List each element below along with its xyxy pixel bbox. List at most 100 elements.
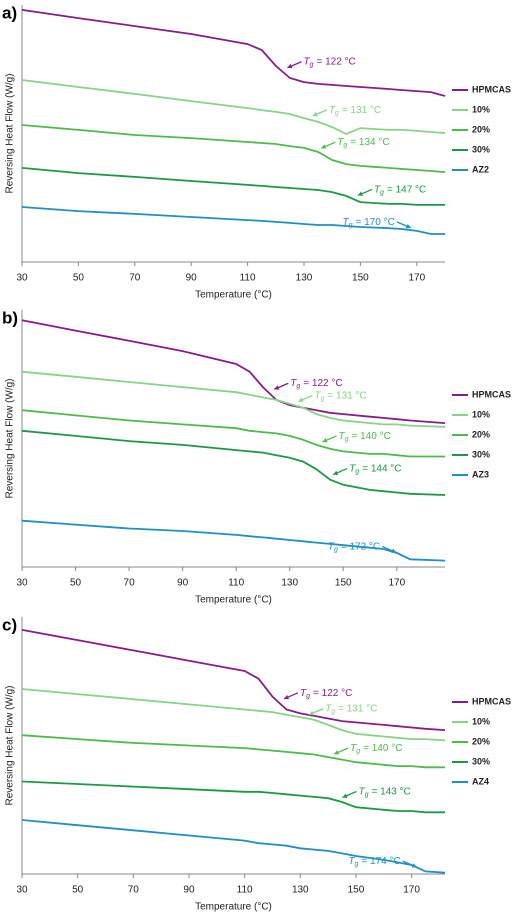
legend-label: AZ4 xyxy=(472,776,489,786)
y-axis-title: Reversing Heat Flow (W/g) xyxy=(5,378,16,498)
tg-subscript: g xyxy=(334,546,338,553)
tg-annotation: Tg = 143 °C xyxy=(358,786,410,798)
x-tick-label: 30 xyxy=(16,578,28,589)
x-tick-label: 70 xyxy=(128,885,140,896)
series-line xyxy=(21,819,446,874)
tg-subscript: g xyxy=(335,110,339,117)
tg-arrowhead xyxy=(334,750,340,755)
legend-label: HPMCAS xyxy=(472,84,511,94)
x-tick-label: 30 xyxy=(16,885,28,896)
tg-symbol: T xyxy=(325,703,332,714)
panel: a) Reversing Heat Flow (W/g) 30 50 70 90 110 13… xyxy=(2,3,511,300)
tg-arrowhead xyxy=(391,548,397,553)
series-line xyxy=(21,780,445,814)
panel: b) Reversing Heat Flow (W/g) 30 50 70 90 110 13… xyxy=(2,308,511,605)
tg-annotation: Tg = 122 °C xyxy=(303,56,355,68)
tg-subscript: g xyxy=(331,709,335,716)
tg-annotation: Tg = 147 °C xyxy=(374,184,426,196)
series-line xyxy=(21,734,445,769)
legend-label: 30% xyxy=(472,449,490,459)
panel-label: c) xyxy=(2,615,17,634)
x-axis-title: Temperature (°C) xyxy=(195,290,272,301)
x-tick-label: 70 xyxy=(124,578,136,589)
tg-subscript: g xyxy=(306,693,310,700)
tg-subscript: g xyxy=(356,748,360,755)
legend-label: 30% xyxy=(472,144,490,154)
legend-label: 30% xyxy=(472,756,490,766)
series-line xyxy=(21,319,446,424)
x-tick-label: 50 xyxy=(70,578,82,589)
x-tick-label: 30 xyxy=(16,273,28,284)
tg-arrowhead xyxy=(411,863,417,868)
tg-annotation: Tg = 140 °C xyxy=(350,743,402,755)
series-line xyxy=(21,167,445,206)
x-tick-label: 90 xyxy=(186,273,198,284)
x-tick-label: 170 xyxy=(388,578,405,589)
tg-value: = 140 °C xyxy=(363,743,402,754)
series-line xyxy=(21,409,445,458)
tg-subscript: g xyxy=(380,189,384,196)
tg-value: = 122 °C xyxy=(313,687,352,698)
tg-annotation: Tg = 131 °C xyxy=(329,104,381,116)
x-tick-label: 150 xyxy=(352,273,369,284)
panel: c) Reversing Heat Flow (W/g) 30 50 70 90 110 13… xyxy=(2,615,511,912)
tg-value: = 143 °C xyxy=(371,786,410,797)
tg-subscript: g xyxy=(296,383,300,390)
tg-annotation: Tg = 122 °C xyxy=(290,378,342,390)
y-axis-title: Reversing Heat Flow (W/g) xyxy=(5,685,16,805)
tg-annotation: Tg = 172 °C xyxy=(328,541,380,553)
panel-label: a) xyxy=(2,3,17,22)
tg-value: = 144 °C xyxy=(362,463,401,474)
x-tick-label: 70 xyxy=(129,273,141,284)
tg-annotation: Tg = 122 °C xyxy=(300,687,352,699)
tg-value: = 147 °C xyxy=(387,184,426,195)
tg-annotation: Tg = 140 °C xyxy=(338,431,390,443)
tg-symbol: T xyxy=(303,56,310,67)
legend-label: 20% xyxy=(472,736,490,746)
series-line xyxy=(21,429,446,496)
tg-annotation: Tg = 131 °C xyxy=(314,390,366,402)
series-line xyxy=(21,9,446,97)
tg-annotation: Tg = 134 °C xyxy=(337,137,389,149)
tg-annotation: Tg = 174 °C xyxy=(348,856,400,868)
x-tick-label: 150 xyxy=(335,578,352,589)
tg-symbol: T xyxy=(350,743,357,754)
x-tick-label: 130 xyxy=(296,273,313,284)
x-tick-label: 90 xyxy=(183,885,195,896)
x-tick-label: 110 xyxy=(228,578,244,589)
tg-arrowhead xyxy=(357,191,363,196)
panel-label: b) xyxy=(2,308,18,327)
tg-subscript: g xyxy=(345,436,349,443)
series-line xyxy=(21,519,446,562)
tg-value: = 131 °C xyxy=(342,104,381,115)
tg-arrowhead xyxy=(312,111,318,117)
x-tick-label: 130 xyxy=(281,578,298,589)
x-tick-label: 90 xyxy=(177,578,189,589)
y-axis-title: Reversing Heat Flow (W/g) xyxy=(5,73,16,193)
tg-arrowhead xyxy=(405,223,411,229)
tg-symbol: T xyxy=(328,541,335,552)
tg-subscript: g xyxy=(365,791,369,798)
tg-value: = 131 °C xyxy=(327,390,366,401)
series-line xyxy=(21,124,446,173)
tg-arrowhead xyxy=(274,385,280,390)
tg-symbol: T xyxy=(338,431,345,442)
legend-label: HPMCAS xyxy=(472,389,511,399)
legend-label: HPMCAS xyxy=(472,696,511,706)
tg-symbol: T xyxy=(300,687,307,698)
tg-subscript: g xyxy=(343,142,347,149)
series-line xyxy=(21,79,446,135)
tg-value: = 131 °C xyxy=(338,703,377,714)
tg-value: = 122 °C xyxy=(316,56,355,67)
tg-value: = 122 °C xyxy=(303,378,342,389)
tg-subscript: g xyxy=(355,861,359,868)
x-axis-title: Temperature (°C) xyxy=(195,595,272,606)
tg-symbol: T xyxy=(290,378,297,389)
x-tick-label: 150 xyxy=(348,885,365,896)
tg-arrowhead xyxy=(309,710,315,716)
x-tick-label: 170 xyxy=(408,273,425,284)
tg-arrowhead xyxy=(287,63,293,69)
series-line xyxy=(21,370,446,428)
x-tick-label: 170 xyxy=(403,885,420,896)
